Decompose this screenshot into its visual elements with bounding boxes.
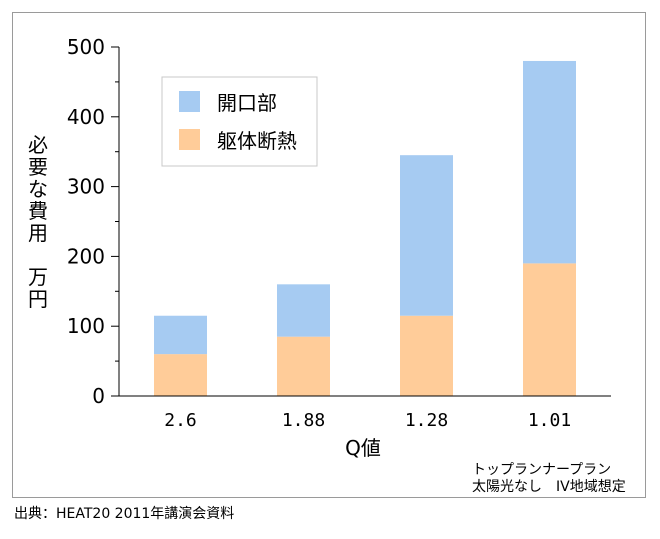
y-tick-label: 200 (67, 244, 105, 268)
y-tick-label: 300 (67, 175, 105, 199)
x-tick-label: 1.88 (282, 410, 325, 431)
bar-insulation-3 (523, 263, 576, 396)
bar-opening-1 (277, 284, 330, 337)
bar-insulation-0 (154, 354, 207, 396)
bar-opening-3 (523, 60, 576, 264)
legend-label: 躯体断熱 (217, 129, 297, 153)
legend-label: 開口部 (217, 91, 277, 115)
y-tick-label: 400 (67, 105, 105, 129)
y-tick-label: 500 (67, 35, 105, 59)
y-axis-label-char: 用 (28, 221, 48, 245)
y-tick-label: 0 (92, 384, 105, 408)
legend-swatch (179, 129, 200, 150)
y-axis-label-char: な (28, 177, 48, 201)
y-axis-label-char: 費 (28, 199, 48, 223)
bar-opening-0 (154, 315, 207, 355)
x-tick-label: 1.28 (405, 410, 448, 431)
y-axis-label-char: 円 (28, 287, 48, 311)
chart-note: トップランナープラン 太陽光なし IV地域想定 (472, 462, 626, 495)
y-axis-label-char: 要 (28, 155, 48, 179)
source-citation: 出典：HEAT20 2011年講演会資料 (14, 506, 235, 522)
bar-insulation-1 (277, 336, 330, 396)
x-axis-label: Q値 (345, 436, 381, 460)
bar-insulation-2 (400, 315, 453, 396)
y-tick-label: 100 (67, 314, 105, 338)
x-tick-label: 1.01 (528, 410, 571, 431)
x-tick-label: 2.6 (164, 410, 197, 431)
y-axis-label-char: 必 (28, 133, 48, 157)
bar-opening-2 (400, 155, 453, 316)
legend-swatch (179, 91, 200, 112)
y-axis-label-char: 万 (28, 265, 48, 289)
